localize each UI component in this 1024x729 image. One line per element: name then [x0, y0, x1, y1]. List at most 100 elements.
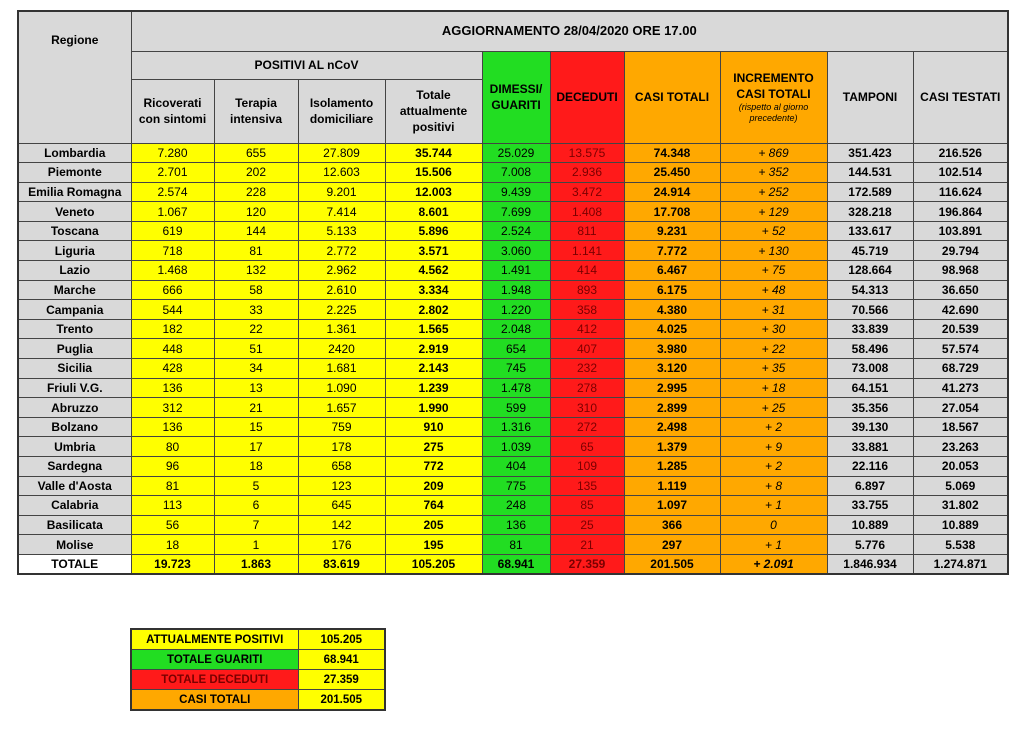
value-cell: 4.380	[623, 299, 721, 320]
column-header: Isolamento domiciliare	[297, 78, 386, 144]
value-cell: + 52	[719, 220, 828, 242]
value-cell: 74.348	[623, 142, 721, 164]
value-cell: 27.054	[912, 397, 1009, 418]
column-header: CASI TESTATI	[912, 50, 1009, 144]
value-cell: 2.143	[384, 358, 483, 379]
region-cell: Valle d'Aosta	[17, 475, 132, 497]
value-cell: 13.575	[549, 142, 625, 164]
value-cell: + 129	[719, 201, 828, 222]
value-cell: 4.562	[384, 260, 483, 281]
value-cell: 358	[549, 299, 625, 320]
value-cell: 328.218	[826, 201, 914, 222]
value-cell: 45.719	[826, 240, 914, 262]
value-cell: 120	[213, 201, 299, 222]
value-cell: + 869	[719, 142, 828, 164]
value-cell: 811	[549, 220, 625, 242]
value-cell: 407	[549, 338, 625, 360]
value-cell: 195	[384, 534, 483, 555]
value-cell: 33.839	[826, 318, 914, 340]
value-cell: 57.574	[912, 338, 1009, 360]
value-cell: 5.776	[826, 534, 914, 555]
value-cell: 34	[213, 358, 299, 379]
value-cell: 232	[549, 358, 625, 379]
summary-label: TOTALE GUARITI	[130, 649, 299, 670]
value-cell: 1.097	[623, 495, 721, 516]
value-cell: 41.273	[912, 377, 1009, 399]
value-cell: 1.565	[384, 318, 483, 340]
total-cell: 68.941	[481, 553, 551, 575]
value-cell: 5.069	[912, 475, 1009, 497]
total-cell: 1.274.871	[912, 553, 1009, 575]
value-cell: 8.601	[384, 201, 483, 222]
total-cell: 105.205	[384, 553, 483, 575]
value-cell: 1.379	[623, 436, 721, 457]
summary-label: CASI TOTALI	[130, 689, 299, 711]
value-cell: 81	[481, 534, 551, 555]
data-table: Regione AGGIORNAMENTO 28/04/2020 ORE 17.0…	[17, 10, 1010, 576]
value-cell: 17	[213, 436, 299, 457]
data-row: Basilicata 56 7 142 205 136 25 366 0 10.889 10.889	[17, 514, 1009, 536]
region-cell: Lazio	[17, 260, 132, 281]
header-row: POSITIVI AL nCoV DIMESSI/ GUARITI DECEDUTI…	[18, 50, 1009, 144]
value-cell: 228	[213, 181, 299, 203]
value-cell: 1.119	[623, 475, 721, 497]
value-cell: 1.285	[623, 456, 721, 477]
value-cell: 56	[130, 514, 215, 536]
data-row: Campania 544 33 2.225 2.802 1.220 358 4.380 + 31…	[17, 299, 1009, 320]
value-cell: 351.423	[826, 142, 914, 164]
value-cell: 544	[130, 299, 215, 320]
value-cell: + 1	[719, 495, 828, 516]
value-cell: + 252	[719, 181, 828, 203]
value-cell: 102.514	[912, 162, 1009, 183]
value-cell: 7.414	[297, 201, 386, 222]
total-row: TOTALE 19.723 1.863 83.619 105.205 68.941 27.3…	[17, 553, 1009, 575]
data-row: Lazio 1.468 132 2.962 4.562 1.491 414 6.467 + 75…	[17, 260, 1009, 281]
value-cell: 29.794	[912, 240, 1009, 262]
region-cell: Liguria	[17, 240, 132, 262]
data-row: Molise 18 1 176 195 81 21 297 + 1 5.776 5.538	[17, 534, 1009, 555]
value-cell: 297	[623, 534, 721, 555]
value-cell: 2.802	[384, 299, 483, 320]
value-cell: 3.980	[623, 338, 721, 360]
value-cell: 22.116	[826, 456, 914, 477]
column-header: TAMPONI	[826, 50, 914, 144]
region-cell: Veneto	[17, 201, 132, 222]
value-cell: 9.439	[481, 181, 551, 203]
value-cell: 1.039	[481, 436, 551, 457]
value-cell: + 75	[719, 260, 828, 281]
value-cell: 178	[297, 436, 386, 457]
value-cell: 81	[213, 240, 299, 262]
value-cell: 772	[384, 456, 483, 477]
data-row: Lombardia 7.280 655 27.809 35.744 25.029 13.57…	[17, 142, 1009, 164]
value-cell: + 35	[719, 358, 828, 379]
total-cell: 1.846.934	[826, 553, 914, 575]
value-cell: 73.008	[826, 358, 914, 379]
summary-row: TOTALE DECEDUTI 27.359	[130, 669, 386, 690]
value-cell: 6.175	[623, 279, 721, 301]
value-cell: 6.897	[826, 475, 914, 497]
value-cell: 745	[481, 358, 551, 379]
column-header: INCREMENTO CASI TOTALI (rispetto al giorn…	[719, 50, 828, 144]
value-cell: + 352	[719, 162, 828, 183]
value-cell: 1.239	[384, 377, 483, 399]
value-cell: 13	[213, 377, 299, 399]
region-cell: Puglia	[17, 338, 132, 360]
value-cell: + 9	[719, 436, 828, 457]
data-row: Trento 182 22 1.361 1.565 2.048 412 4.025 + 30 33…	[17, 318, 1009, 340]
data-row: Marche 666 58 2.610 3.334 1.948 893 6.175 + 48 54…	[17, 279, 1009, 301]
value-cell: 64.151	[826, 377, 914, 399]
value-cell: 5.896	[384, 220, 483, 242]
value-cell: 3.334	[384, 279, 483, 301]
value-cell: + 2	[719, 416, 828, 438]
value-cell: 70.566	[826, 299, 914, 320]
value-cell: 7	[213, 514, 299, 536]
value-cell: 6	[213, 495, 299, 516]
value-cell: 619	[130, 220, 215, 242]
value-cell: 7.280	[130, 142, 215, 164]
column-header: DECEDUTI	[549, 50, 625, 144]
data-row: Liguria 718 81 2.772 3.571 3.060 1.141 7.772 + 1…	[17, 240, 1009, 262]
data-row: Sicilia 428 34 1.681 2.143 745 232 3.120 + 35 73.…	[17, 358, 1009, 379]
value-cell: 312	[130, 397, 215, 418]
value-cell: 1.657	[297, 397, 386, 418]
